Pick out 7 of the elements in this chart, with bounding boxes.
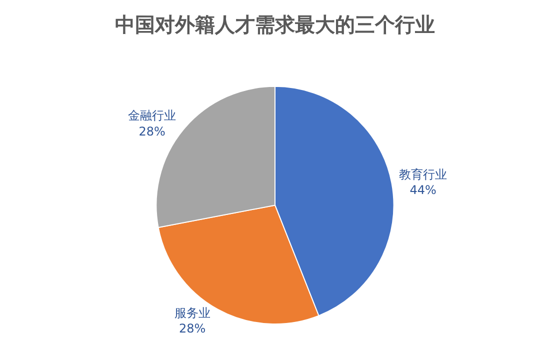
data-label: 44% bbox=[410, 183, 436, 198]
data-label: 28% bbox=[179, 321, 206, 336]
slice-label: 服务业 bbox=[174, 306, 210, 320]
slice-label: 金融行业 bbox=[128, 108, 176, 123]
slice-label: 教育行业 bbox=[399, 168, 448, 182]
data-label: 28% bbox=[138, 124, 166, 138]
chart-title: 中国对外籍人才需求最大的三个行业 bbox=[115, 12, 435, 37]
